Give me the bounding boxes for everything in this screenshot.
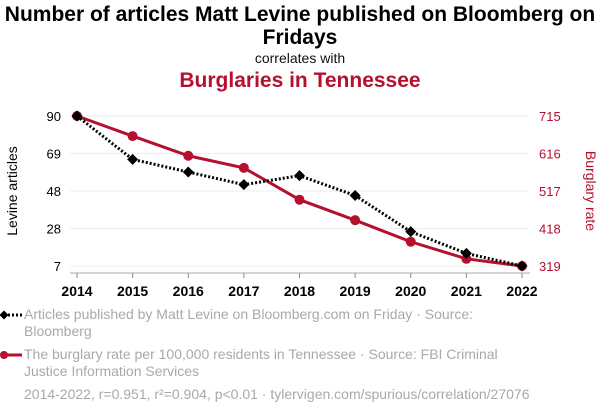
y-tick-label-right: 319	[539, 259, 561, 274]
x-tick-label: 2016	[173, 283, 204, 299]
legend-marker-dotted-diamond-icon	[0, 310, 22, 320]
x-tick-label: 2019	[340, 283, 371, 299]
y-axis-label-left: Levine articles	[4, 146, 20, 236]
chart-title-secondary: Burglaries in Tennessee	[179, 69, 421, 92]
legend-label-burglary-rate: The burglary rate per 100,000 residents …	[24, 346, 498, 379]
data-point-burglary-rate	[350, 215, 361, 226]
data-point-levine-articles	[349, 190, 361, 202]
data-point-burglary-rate	[183, 150, 194, 161]
y-tick-label-left: 69	[47, 147, 61, 162]
x-tick-label: 2015	[117, 283, 148, 299]
y-tick-label-left: 28	[47, 222, 61, 237]
line-chart: 90 715 69 616 48 517 28 418 7 319 2014 2015 2016 2017…	[4, 109, 599, 299]
y-tick-label-right: 418	[539, 222, 561, 237]
data-point-burglary-rate	[238, 162, 249, 173]
y-tick-label-left: 90	[47, 109, 61, 124]
chart-title: Number of articles Matt Levine published…	[4, 3, 596, 49]
data-point-levine-articles	[71, 110, 83, 122]
x-tick-label: 2021	[451, 283, 482, 299]
data-point-levine-articles	[460, 247, 472, 259]
data-point-levine-articles	[294, 170, 305, 182]
data-point-burglary-rate	[405, 236, 416, 247]
legend-label-levine-articles: Articles published by Matt Levine on Blo…	[24, 306, 473, 339]
legend-item-levine-articles: Articles published by Matt Levine on Blo…	[0, 306, 544, 340]
y-axis-label-right: Burglary rate	[583, 151, 599, 231]
data-point-levine-articles	[516, 260, 528, 272]
series-group	[71, 110, 528, 272]
data-point-levine-articles	[405, 226, 417, 238]
footer-stats: 2014-2022, r=0.951, r²=0.904, p<0.01 · t…	[24, 386, 530, 402]
chart-subtitle: correlates with	[254, 50, 346, 66]
legend-item-burglary-rate: The burglary rate per 100,000 residents …	[0, 346, 544, 380]
gridlines	[70, 115, 528, 267]
data-point-burglary-rate	[127, 131, 138, 142]
data-point-burglary-rate	[294, 194, 305, 205]
x-tick-label: 2014	[61, 283, 92, 299]
y-tick-label-right: 715	[539, 109, 561, 124]
y-tick-label-right: 616	[539, 147, 561, 162]
x-tick-label: 2018	[284, 283, 315, 299]
legend-marker-solid-circle-icon	[0, 351, 22, 359]
x-tick-label: 2017	[228, 283, 259, 299]
y-tick-label-left: 7	[54, 259, 61, 274]
axes: 90 715 69 616 48 517 28 418 7 319 2014 2015 2016 2017…	[47, 109, 561, 299]
x-tick-label: 2022	[506, 283, 537, 299]
x-tick-label: 2020	[395, 283, 426, 299]
y-tick-label-right: 517	[539, 184, 561, 199]
data-point-levine-articles	[182, 166, 194, 178]
data-point-levine-articles	[127, 153, 139, 165]
y-tick-label-left: 48	[47, 184, 61, 199]
data-point-levine-articles	[238, 179, 250, 191]
